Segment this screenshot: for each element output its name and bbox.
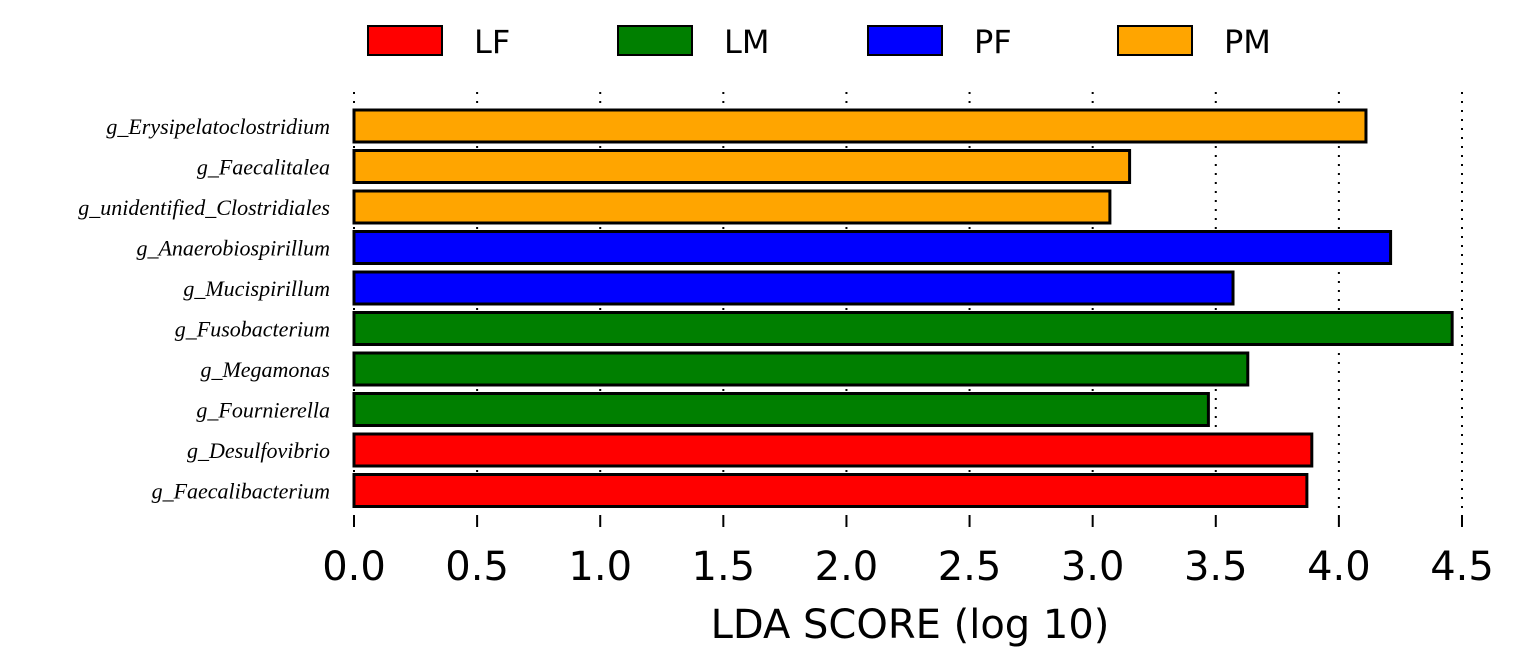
bar-g-desulfovibrio	[352, 432, 1314, 468]
x-tick-label: 1.5	[692, 544, 756, 590]
x-tick-label: 2.5	[938, 544, 1002, 590]
legend-swatch-pf	[867, 25, 943, 56]
x-tick-label: 1.0	[568, 544, 632, 590]
legend-label-pf: PF	[974, 23, 1012, 61]
category-label: g_Anaerobiospirillum	[136, 236, 330, 261]
x-tick-label: 2.0	[815, 544, 879, 590]
bar-g-faecalitalea	[352, 149, 1132, 184]
category-label: g_Fusobacterium	[175, 317, 330, 342]
bar-g-megamonas	[352, 351, 1250, 387]
category-label: g_Erysipelatoclostridium	[106, 114, 330, 139]
category-label: g_Faecalibacterium	[152, 479, 330, 504]
bar-g-unidentified-clostridiales	[352, 189, 1112, 225]
x-tick-label: 4.5	[1430, 544, 1494, 590]
x-tick-label: 0.0	[322, 544, 386, 590]
legend-swatch-lm	[617, 25, 693, 56]
legend-label-lf: LF	[474, 23, 510, 61]
bar-g-anaerobiospirillum	[352, 230, 1393, 265]
x-axis-title: LDA SCORE (log 10)	[711, 602, 1110, 648]
bars	[352, 108, 1454, 508]
legend-swatch-lf	[367, 25, 443, 56]
x-axis: 0.0 0.5 1.0 1.5 2.0 2.5 3.0 3.5 4.0 4.5	[322, 515, 1494, 590]
category-label: g_unidentified_Clostridiales	[78, 195, 330, 220]
x-tick-label: 4.0	[1307, 544, 1371, 590]
bar-g-fusobacterium	[352, 311, 1454, 346]
bar-g-faecalibacterium	[352, 473, 1309, 508]
bar-g-mucispirillum	[352, 270, 1235, 306]
category-label: g_Fournierella	[196, 398, 330, 423]
bar-g-erysipelatoclostridium	[352, 108, 1368, 144]
x-tick-label: 3.0	[1061, 544, 1125, 590]
bar-g-fournierella	[352, 392, 1210, 427]
x-tick-label: 0.5	[445, 544, 509, 590]
legend: LF LM PF PM	[367, 23, 1271, 61]
legend-swatch-pm	[1117, 25, 1193, 56]
category-labels: g_Erysipelatoclostridium g_Faecalitalea g_…	[78, 114, 330, 504]
category-label: g_Desulfovibrio	[187, 438, 330, 463]
legend-label-pm: PM	[1224, 23, 1271, 61]
legend-label-lm: LM	[724, 23, 769, 61]
category-label: g_Megamonas	[200, 357, 330, 382]
category-label: g_Mucispirillum	[183, 276, 330, 301]
x-tick-label: 3.5	[1184, 544, 1248, 590]
category-label: g_Faecalitalea	[197, 155, 330, 180]
